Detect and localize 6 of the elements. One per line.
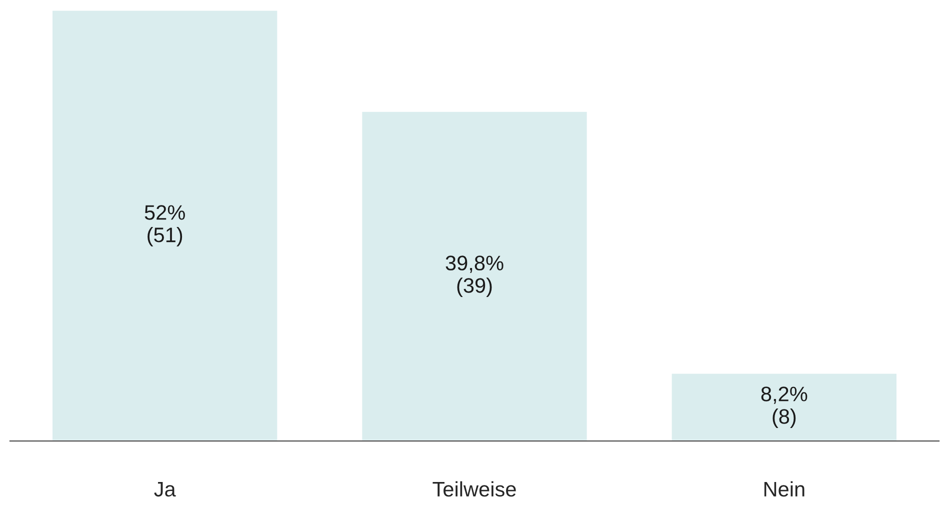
x-tick-label: Ja [154,482,176,497]
data-label: 8,2% (8) [761,386,808,428]
x-tick-label: Nein [764,481,804,497]
data-label: 52% (51) [144,205,185,246]
data-label: 39,8% (39) [446,256,504,297]
x-tick-label: Teilweise [432,481,516,497]
